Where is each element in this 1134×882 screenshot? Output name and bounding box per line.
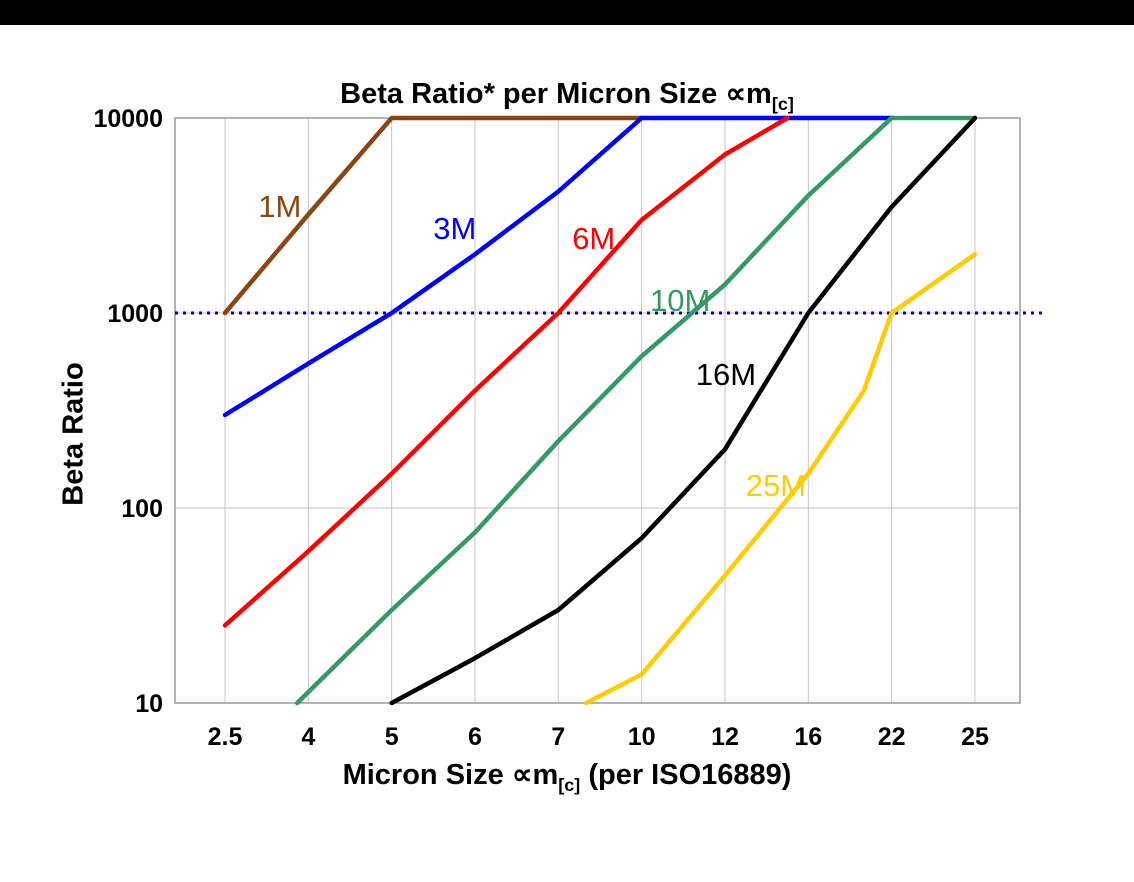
y-tick-label: 100	[121, 495, 163, 523]
x-tick-label: 4	[301, 723, 315, 751]
series-line-10M	[294, 115, 978, 706]
series-label-25M: 25M	[746, 468, 806, 503]
y-tick-label: 10	[135, 690, 163, 718]
series-line-16M	[389, 115, 978, 706]
x-tick-label: 12	[711, 723, 739, 751]
x-tick-label: 7	[551, 723, 565, 751]
top-black-bar	[0, 0, 1134, 25]
x-tick-label: 25	[961, 723, 989, 751]
series-label-6M: 6M	[572, 221, 615, 256]
chart-title: Beta Ratio* per Micron Size ∝m[c]	[0, 76, 1134, 115]
x-tick-label: 5	[385, 723, 399, 751]
x-axis-subscript: [c]	[558, 774, 581, 795]
chart-title-micron-symbol: ∝m	[725, 78, 772, 110]
x-axis-label-suffix: (per ISO16889)	[580, 759, 792, 791]
series-label-10M: 10M	[650, 283, 710, 318]
x-axis-label: Micron Size ∝m[c] (per ISO16889)	[0, 757, 1134, 796]
x-tick-label: 22	[878, 723, 906, 751]
series-line-3M	[222, 115, 894, 418]
series-label-16M: 16M	[696, 357, 756, 392]
series-line-25M	[583, 252, 978, 706]
series-label-1M: 1M	[258, 189, 301, 224]
x-tick-label: 6	[468, 723, 482, 751]
y-tick-label: 1000	[107, 300, 163, 328]
chart-title-subscript: [c]	[771, 93, 794, 114]
x-axis-label-text: Micron Size	[342, 759, 512, 791]
x-tick-label: 16	[794, 723, 822, 751]
x-tick-label: 2.5	[208, 723, 243, 751]
x-axis-micron-symbol: ∝m	[511, 759, 559, 791]
series-line-6M	[222, 115, 790, 628]
chart-title-text: Beta Ratio* per Micron Size	[340, 78, 726, 110]
series-label-3M: 3M	[433, 211, 476, 246]
x-tick-label: 10	[628, 723, 656, 751]
series-line-1M	[222, 115, 644, 316]
y-tick-label: 10000	[93, 105, 163, 133]
